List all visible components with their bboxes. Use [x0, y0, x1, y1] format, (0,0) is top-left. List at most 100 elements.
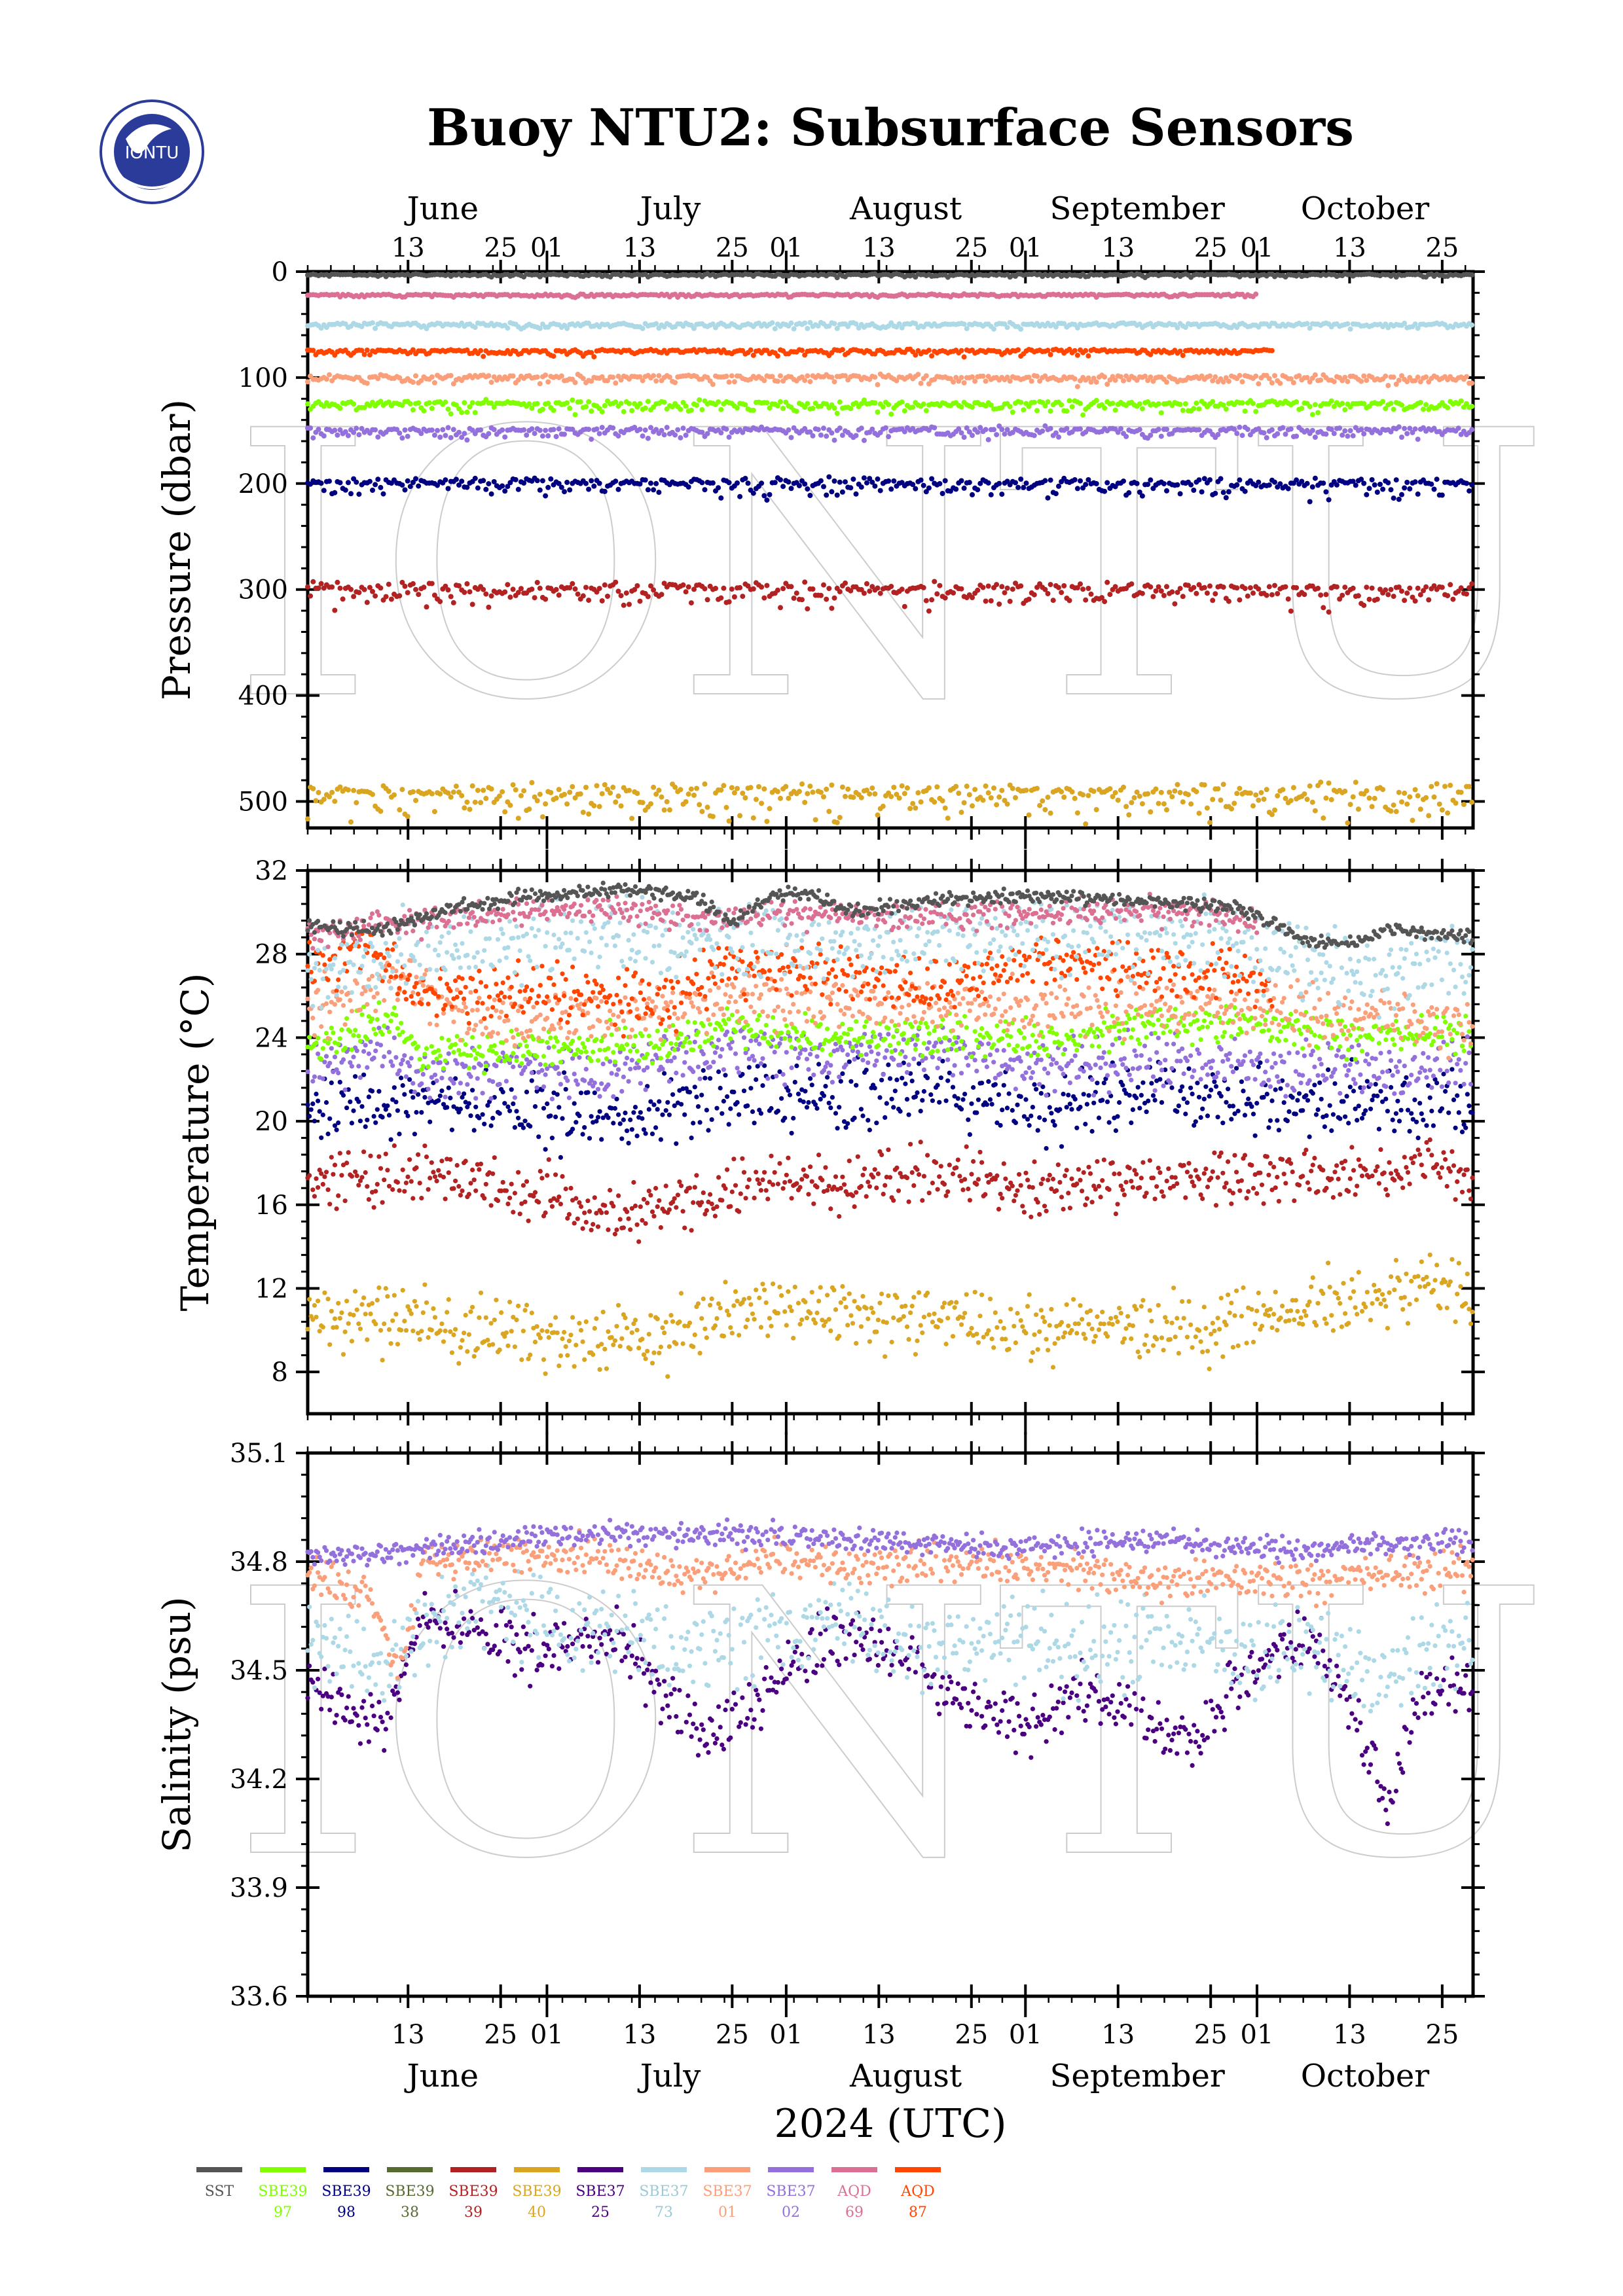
data-point	[613, 380, 619, 386]
data-point	[483, 795, 489, 801]
data-point	[685, 484, 691, 490]
data-point	[1309, 412, 1315, 418]
data-point	[888, 584, 894, 589]
data-point	[1309, 799, 1315, 805]
data-point	[648, 480, 653, 486]
data-point	[1020, 1324, 1025, 1329]
data-point	[1034, 1312, 1039, 1318]
data-point	[1315, 585, 1321, 591]
data-point	[627, 401, 632, 406]
data-point	[956, 791, 962, 796]
data-point	[388, 596, 394, 602]
data-point	[680, 425, 686, 431]
data-point	[970, 404, 975, 410]
data-point	[539, 406, 545, 412]
data-point	[1234, 431, 1240, 437]
data-point	[726, 818, 732, 824]
data-point	[1204, 590, 1210, 596]
data-point	[483, 591, 489, 597]
data-point	[449, 1350, 455, 1355]
data-point	[1399, 435, 1404, 440]
data-point	[539, 1328, 545, 1333]
data-point	[786, 427, 792, 433]
data-point	[592, 1326, 597, 1331]
data-point	[808, 1310, 813, 1316]
data-point	[761, 378, 767, 384]
y-tick-label: 500	[238, 787, 288, 817]
data-point	[392, 792, 397, 798]
data-point	[1280, 425, 1286, 431]
data-point	[472, 799, 478, 805]
data-point	[645, 399, 651, 404]
data-point	[1269, 380, 1275, 386]
data-point	[985, 583, 991, 589]
data-point	[329, 789, 335, 795]
data-point	[1399, 799, 1404, 805]
data-point	[791, 596, 797, 601]
data-point	[537, 487, 543, 493]
data-point	[553, 1315, 558, 1320]
data-point	[837, 425, 843, 431]
data-point	[780, 406, 786, 411]
data-point	[864, 581, 869, 586]
data-point	[779, 1293, 784, 1298]
data-point	[1161, 592, 1167, 598]
data-point	[988, 492, 994, 497]
data-point	[545, 484, 551, 490]
data-point	[609, 1335, 614, 1340]
data-point	[335, 579, 340, 585]
data-point	[950, 1334, 956, 1339]
data-point	[718, 495, 724, 501]
data-point	[1439, 492, 1445, 498]
data-point	[399, 1327, 404, 1333]
data-point	[1026, 596, 1032, 602]
data-point	[861, 437, 867, 443]
data-point	[1359, 427, 1364, 433]
data-point	[1318, 780, 1324, 785]
data-point	[1407, 585, 1413, 591]
data-point	[458, 1345, 464, 1350]
data-point	[351, 401, 357, 407]
data-point	[1364, 378, 1370, 384]
data-point	[825, 1293, 830, 1298]
data-point	[465, 1349, 470, 1354]
data-point	[505, 1343, 511, 1348]
data-point	[845, 786, 851, 792]
data-point	[1037, 802, 1043, 808]
data-point	[329, 1308, 334, 1314]
data-point	[1177, 789, 1183, 795]
data-point	[543, 493, 549, 499]
data-point	[1294, 585, 1300, 590]
data-point	[915, 790, 921, 796]
data-point	[1458, 585, 1464, 591]
data-point	[1237, 424, 1243, 430]
data-point	[802, 481, 808, 487]
data-point	[795, 1300, 801, 1306]
data-point	[1052, 1341, 1057, 1346]
data-point	[1226, 489, 1231, 495]
data-point	[1104, 480, 1110, 486]
data-point	[1083, 597, 1089, 603]
data-point	[580, 593, 586, 599]
data-point	[1415, 491, 1421, 497]
data-point	[443, 1328, 448, 1334]
data-point	[731, 790, 737, 796]
data-point	[1464, 591, 1469, 597]
data-point	[993, 1310, 998, 1316]
data-point	[1269, 427, 1275, 433]
data-point	[942, 595, 948, 601]
data-point	[562, 1329, 567, 1335]
data-point	[778, 373, 783, 379]
data-point	[602, 782, 608, 787]
data-point	[1448, 782, 1453, 788]
data-point	[784, 1323, 789, 1328]
data-point	[1404, 480, 1410, 485]
data-point	[986, 1328, 991, 1333]
data-point	[351, 787, 357, 793]
data-point	[858, 484, 864, 490]
data-point	[958, 810, 964, 816]
data-point	[818, 1285, 823, 1290]
data-point	[869, 785, 875, 791]
data-point	[596, 586, 602, 592]
data-point	[645, 1348, 650, 1354]
